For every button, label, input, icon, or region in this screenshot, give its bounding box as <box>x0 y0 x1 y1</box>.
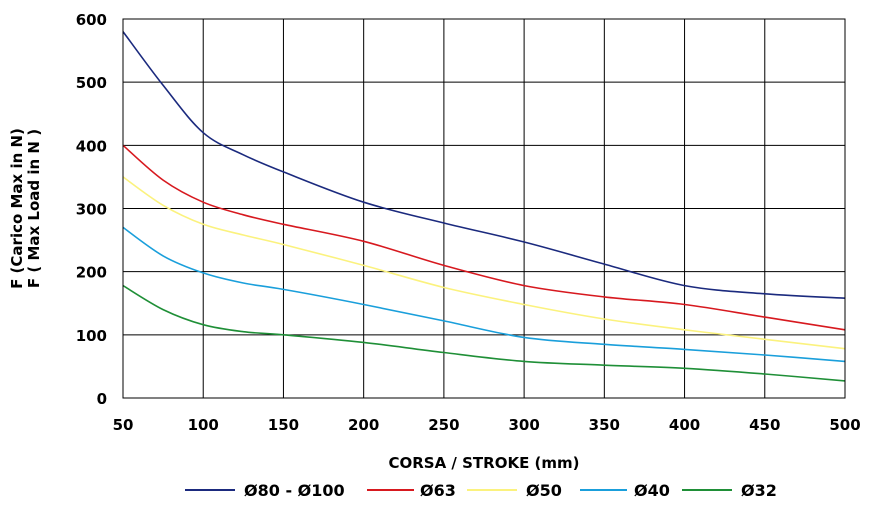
series-line-4 <box>122 284 846 382</box>
y-tick-label-100: 100 <box>76 327 107 345</box>
y-tick-label-600: 600 <box>76 11 107 29</box>
y-tick-label-300: 300 <box>76 201 107 219</box>
x-tick-label-200: 200 <box>348 416 379 434</box>
legend-label-2: Ø50 <box>526 481 562 500</box>
x-tick-label-450: 450 <box>749 416 780 434</box>
y-tick-label-0: 0 <box>97 390 107 408</box>
series-layer <box>122 31 846 382</box>
plot-frame <box>122 18 846 399</box>
y-tick-label-500: 500 <box>76 74 107 92</box>
legend-label-3: Ø40 <box>634 481 670 500</box>
x-tick-label-350: 350 <box>589 416 620 434</box>
x-tick-label-500: 500 <box>829 416 860 434</box>
y-axis-title-line-2: F ( Max Load in N ) <box>25 129 43 288</box>
x-tick-label-400: 400 <box>669 416 700 434</box>
x-tick-label-150: 150 <box>268 416 299 434</box>
x-tick-label-100: 100 <box>188 416 219 434</box>
y-tick-label-400: 400 <box>76 137 107 155</box>
x-axis-title: CORSA / STROKE (mm) <box>388 454 579 472</box>
y-axis-title-line-1: F (Carico Max in N) <box>8 128 26 289</box>
legend: Ø80 - Ø100 Ø63 Ø50 Ø40 Ø32 <box>185 481 777 500</box>
x-tick-label-300: 300 <box>508 416 539 434</box>
series-line-0 <box>122 31 846 299</box>
series-line-1 <box>122 144 846 331</box>
y-tick-labels: 0 100 200 300 400 500 600 <box>76 11 107 408</box>
legend-label-1: Ø63 <box>420 481 456 500</box>
x-tick-label-50: 50 <box>113 416 134 434</box>
legend-label-0: Ø80 - Ø100 <box>244 481 345 500</box>
legend-label-4: Ø32 <box>741 481 777 500</box>
x-tick-labels: 50 100 150 200 250 300 350 400 450 500 <box>113 416 861 434</box>
plot-area <box>122 18 846 399</box>
x-tick-label-250: 250 <box>428 416 459 434</box>
y-tick-label-200: 200 <box>76 264 107 282</box>
series-line-2 <box>122 176 846 350</box>
series-line-3 <box>122 226 846 363</box>
y-axis-title: F (Carico Max in N) F ( Max Load in N ) <box>8 128 43 289</box>
